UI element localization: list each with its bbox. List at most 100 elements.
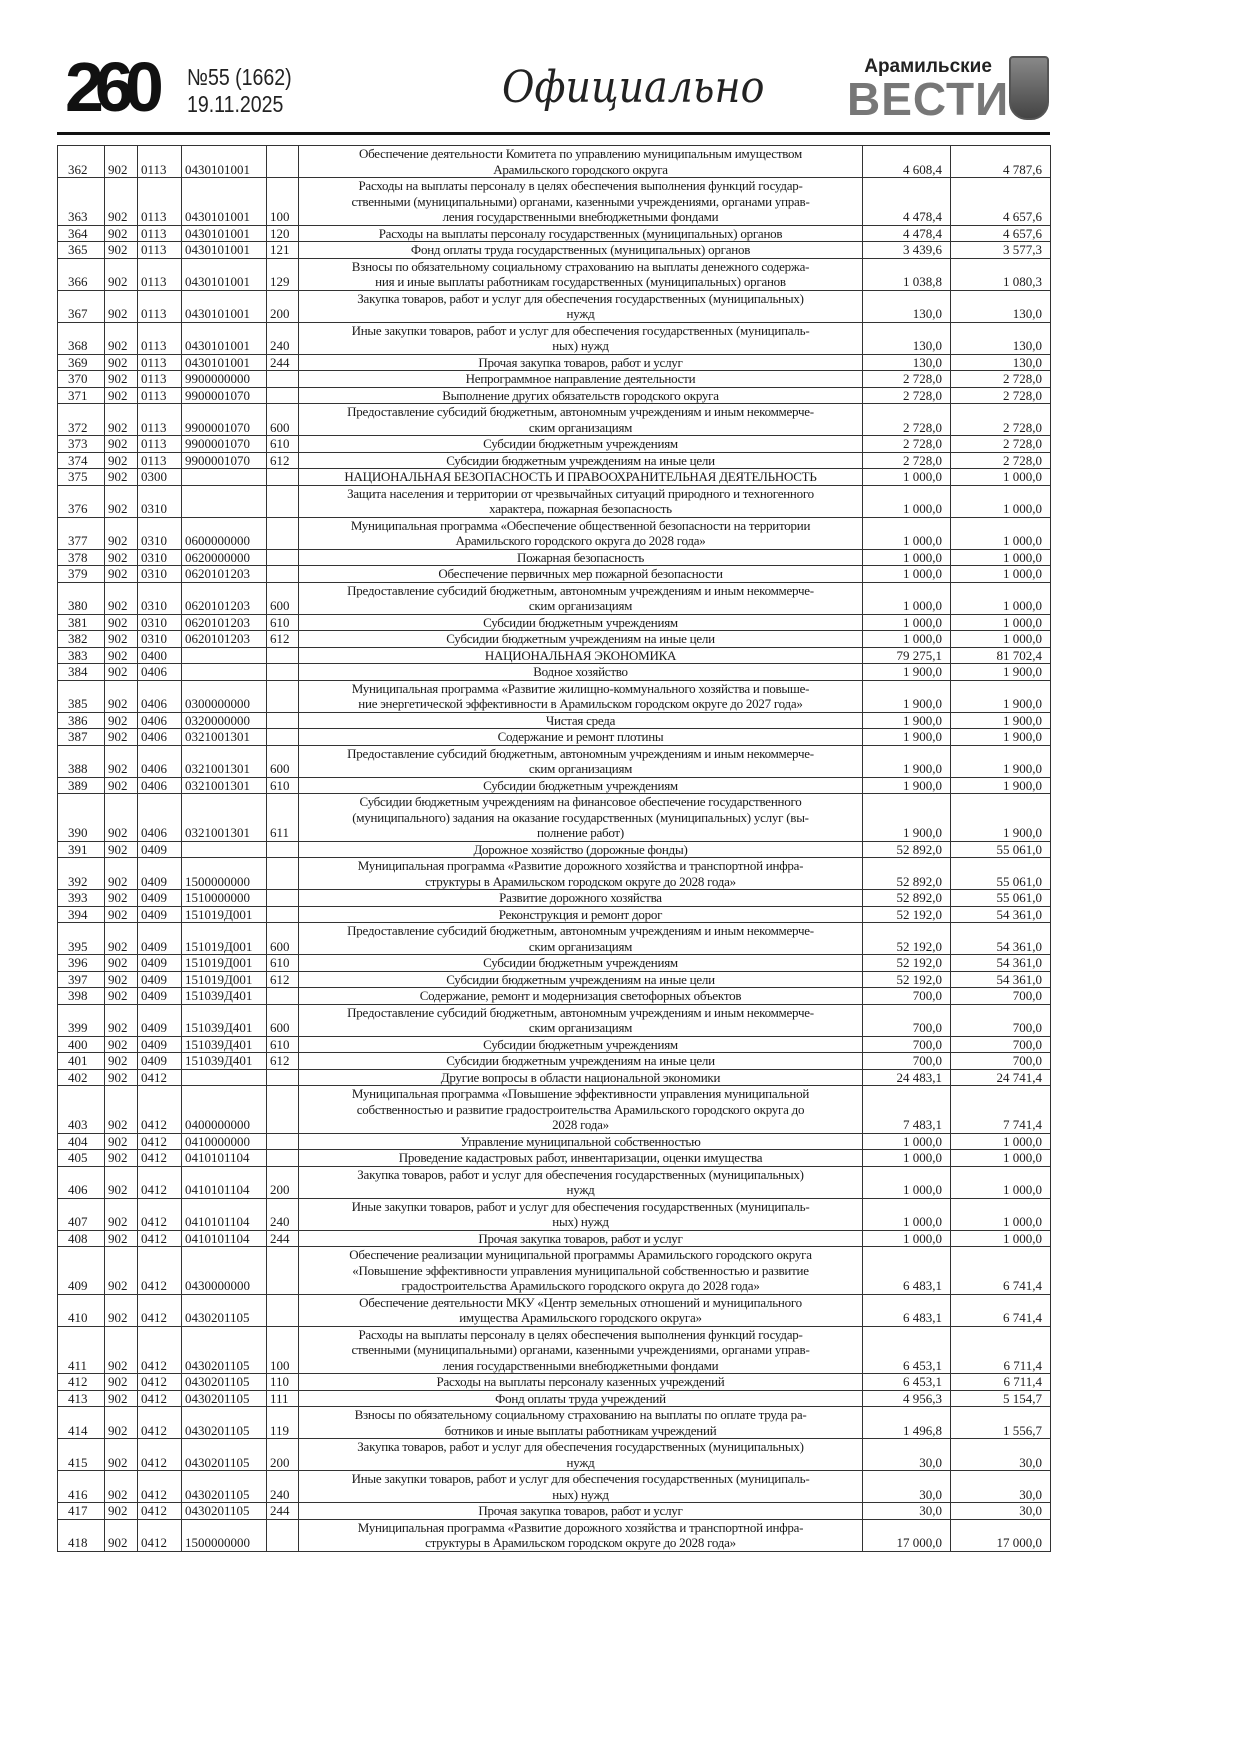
section-code: 0409 <box>137 1035 182 1053</box>
value-year-2: 7 741,4 <box>950 1085 1051 1134</box>
department-code: 902 <box>104 840 138 858</box>
row-number: 367 <box>57 289 105 323</box>
description: Взносы по обязательному социальному стра… <box>298 1406 863 1439</box>
value-year-1: 700,0 <box>862 1052 951 1070</box>
expense-type: 611 <box>266 793 299 842</box>
department-code: 902 <box>104 922 138 955</box>
expense-type <box>266 1068 299 1086</box>
brand-big: ВЕСТИ <box>847 73 1010 125</box>
value-year-2: 1 900,0 <box>950 776 1051 794</box>
department-code: 902 <box>104 403 138 436</box>
expense-type <box>266 840 299 858</box>
department-code: 902 <box>104 970 138 988</box>
section-code: 0409 <box>137 970 182 988</box>
table-row: 367 902 0113 0430101001 200 Закупка товаров, … <box>57 289 1051 323</box>
description: Содержание и ремонт плотины <box>298 728 863 746</box>
section-code: 0113 <box>137 224 182 242</box>
section-code: 0412 <box>137 1325 182 1374</box>
value-year-2: 4 657,6 <box>950 177 1051 226</box>
expense-type <box>266 728 299 746</box>
section-code: 0409 <box>137 922 182 955</box>
description: Расходы на выплаты персоналу в целях обе… <box>298 177 863 226</box>
section-code: 0412 <box>137 1068 182 1086</box>
department-code: 902 <box>104 451 138 469</box>
department-code: 902 <box>104 744 138 778</box>
section-code: 0310 <box>137 581 182 615</box>
value-year-1: 30,0 <box>862 1502 951 1520</box>
department-code: 902 <box>104 711 138 729</box>
section-code: 0412 <box>137 1085 182 1134</box>
expense-type: 240 <box>266 1470 299 1503</box>
expense-type: 100 <box>266 177 299 226</box>
description: Прочая закупка товаров, работ и услуг <box>298 1229 863 1247</box>
department-code: 902 <box>104 386 138 404</box>
target-code: 0620101203 <box>181 613 267 631</box>
value-year-1: 130,0 <box>862 353 951 371</box>
value-year-2: 2 728,0 <box>950 370 1051 388</box>
row-number: 404 <box>57 1132 105 1150</box>
value-year-1: 130,0 <box>862 321 951 355</box>
value-year-1: 24 483,1 <box>862 1068 951 1086</box>
row-number: 392 <box>57 857 105 890</box>
target-code: 0321001301 <box>181 744 267 778</box>
target-code: 0400000000 <box>181 1085 267 1134</box>
table-row: 365 902 0113 0430101001 121 Фонд оплаты труда… <box>57 241 1051 259</box>
target-code: 0430201105 <box>181 1389 267 1407</box>
section-code: 0300 <box>137 468 182 486</box>
value-year-1: 700,0 <box>862 1003 951 1037</box>
section-code: 0409 <box>137 1003 182 1037</box>
department-code: 902 <box>104 1438 138 1471</box>
issue-number: №55 (1662) <box>187 64 292 90</box>
expense-type: 612 <box>266 1052 299 1070</box>
expense-type: 600 <box>266 922 299 955</box>
row-number: 391 <box>57 840 105 858</box>
value-year-2: 1 000,0 <box>950 581 1051 615</box>
target-code: 0620000000 <box>181 548 267 566</box>
row-number: 410 <box>57 1293 105 1327</box>
expense-type: 612 <box>266 451 299 469</box>
issue-info: №55 (1662) 19.11.2025 <box>187 64 292 118</box>
description: Предоставление субсидий бюджетным, автон… <box>298 1003 863 1037</box>
table-row: 387 902 0406 0321001301 Содержание и ремонт … <box>57 728 1051 746</box>
department-code: 902 <box>104 435 138 453</box>
value-year-1: 1 000,0 <box>862 630 951 648</box>
description: Субсидии бюджетным учреждениям <box>298 776 863 794</box>
department-code: 902 <box>104 1246 138 1295</box>
table-row: 377 902 0310 0600000000 Муниципальная програ… <box>57 516 1051 550</box>
row-number: 398 <box>57 987 105 1005</box>
section-code: 0412 <box>137 1293 182 1327</box>
row-number: 396 <box>57 954 105 972</box>
table-row: 370 902 0113 9900000000 Непрограммное направ… <box>57 370 1051 388</box>
table-row: 390 902 0406 0321001301 611 Субсидии бюджетны… <box>57 793 1051 842</box>
description: Обеспечение деятельности Комитета по упр… <box>298 145 863 178</box>
description: Субсидии бюджетным учреждениям на финанс… <box>298 793 863 842</box>
value-year-1: 700,0 <box>862 1035 951 1053</box>
page-header: 260 №55 (1662) 19.11.2025 Официально Ара… <box>57 40 1050 132</box>
expense-type: 244 <box>266 353 299 371</box>
expense-type <box>266 905 299 923</box>
expense-type: 600 <box>266 403 299 436</box>
section-code: 0406 <box>137 793 182 842</box>
target-code: 1500000000 <box>181 1518 267 1552</box>
section-code: 0412 <box>137 1246 182 1295</box>
issue-date: 19.11.2025 <box>187 91 284 117</box>
section-code: 0412 <box>137 1132 182 1150</box>
expense-type: 200 <box>266 289 299 323</box>
expense-type: 200 <box>266 1165 299 1199</box>
value-year-1: 6 453,1 <box>862 1325 951 1374</box>
department-code: 902 <box>104 1165 138 1199</box>
value-year-2: 130,0 <box>950 321 1051 355</box>
expense-type <box>266 663 299 681</box>
description: Закупка товаров, работ и услуг для обесп… <box>298 1165 863 1199</box>
row-number: 411 <box>57 1325 105 1374</box>
value-year-1: 52 892,0 <box>862 840 951 858</box>
target-code: 0430101001 <box>181 224 267 242</box>
description: НАЦИОНАЛЬНАЯ БЕЗОПАСНОСТЬ И ПРАВООХРАНИТ… <box>298 468 863 486</box>
value-year-2: 1 900,0 <box>950 728 1051 746</box>
value-year-1: 79 275,1 <box>862 646 951 664</box>
section-code: 0113 <box>137 177 182 226</box>
row-number: 390 <box>57 793 105 842</box>
expense-type: 600 <box>266 581 299 615</box>
value-year-2: 6 741,4 <box>950 1293 1051 1327</box>
description: Субсидии бюджетным учреждениям на иные ц… <box>298 630 863 648</box>
